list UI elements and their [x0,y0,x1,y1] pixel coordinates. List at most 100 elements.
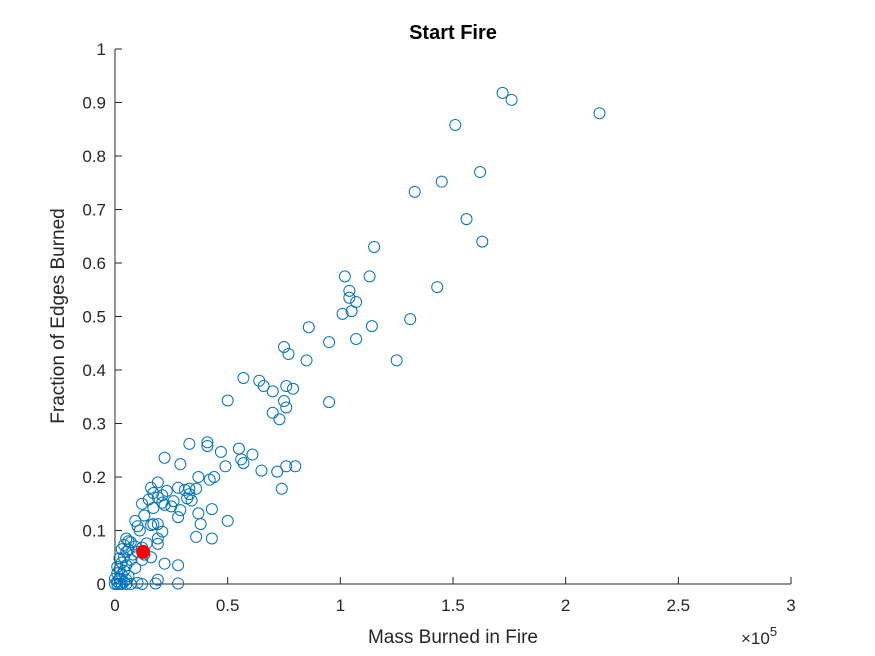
data-point [476,235,489,248]
data-point [172,481,185,494]
data-point [174,504,187,517]
data-point [129,514,142,527]
data-point [118,551,131,564]
x-tick-label: 1.5 [441,596,465,615]
data-point [174,458,187,471]
data-point [280,380,293,393]
data-point [221,394,234,407]
y-tick-label: 0.3 [82,415,106,434]
data-point [273,413,286,426]
data-point [201,439,214,452]
data-point [183,482,196,495]
data-point [266,385,279,398]
data-point [192,471,205,483]
data-point [172,559,185,572]
data-point [151,573,164,586]
data-point [338,270,351,283]
y-tick-label: 0.2 [82,468,106,487]
data-point [289,460,302,473]
data-point [266,406,279,419]
data-point [280,401,293,414]
data-point [183,437,196,450]
data-point [505,93,518,106]
data-point [120,532,133,545]
x-axis-exponent: 5 [770,624,777,639]
data-point [120,578,133,590]
x-axis-multiplier: ×10 [741,629,770,648]
data-point [323,336,336,349]
data-point [190,530,203,543]
y-axis-label: Fraction of Edges Burned [48,208,69,423]
data-point [280,460,293,473]
data-point [136,497,149,510]
data-point [205,503,218,516]
y-tick-label: 0.6 [82,254,106,273]
data-point [343,284,356,297]
data-point [474,166,487,179]
data-point [190,482,203,495]
chart-title: Start Fire [409,22,497,44]
data-point [345,305,358,318]
data-point [300,354,313,367]
data-point [237,457,250,470]
data-point [449,118,462,131]
x-tick-label: 2.5 [667,596,691,615]
data-point [323,396,336,409]
data-point [156,525,169,538]
x-tick-label: 2 [561,596,570,615]
x-tick-label: 3 [786,596,795,615]
data-point [172,511,185,524]
y-tick-label: 0.9 [82,94,106,113]
highlighted-data-point [136,544,151,559]
data-point [205,532,218,545]
data-point [390,354,403,367]
data-point [124,536,137,549]
y-tick-label: 0.7 [82,201,106,220]
axes [114,49,791,585]
data-point [147,518,160,531]
data-point [214,445,227,458]
data-point [431,281,444,294]
data-point [282,347,295,360]
data-point [496,86,509,99]
data-point [343,291,356,304]
data-point [408,185,421,198]
y-tick-label: 0.8 [82,147,106,166]
data-point [138,509,151,522]
data-point [111,560,124,573]
data-point [336,307,349,320]
data-point [115,578,128,590]
data-point [232,442,245,455]
data-point [460,213,473,226]
data-point [145,519,158,532]
y-tick-label: 0.5 [82,308,106,327]
data-point [149,577,162,590]
data-point [158,498,171,511]
x-axis-label: Mass Burned in Fire [368,627,538,648]
data-point [435,175,448,188]
tick-group: 0 0.5 1 1.5 2 2.5 3 0 0.1 0.2 0.3 0.4 0.5 0.6 0.7 0.8 0.… [82,40,795,615]
data-point [221,514,234,527]
x-tick-label: 0.5 [216,596,240,615]
x-axis-exponent-label: ×105 [741,624,777,648]
data-point [257,380,270,393]
data-point [255,464,268,477]
data-point [192,507,205,520]
y-tick-label: 0.1 [82,522,106,541]
y-tick-label: 0 [97,575,106,594]
data-point [219,460,232,473]
data-point [275,482,288,495]
data-point [151,537,164,550]
data-point [158,557,171,570]
data-point [133,524,146,537]
x-tick-label: 0 [110,596,119,615]
data-point [287,382,300,395]
data-point [203,473,216,486]
data-point [368,240,381,253]
data-point [593,107,606,120]
data-point [158,451,171,464]
data-point [147,502,160,515]
data-point [278,340,290,353]
